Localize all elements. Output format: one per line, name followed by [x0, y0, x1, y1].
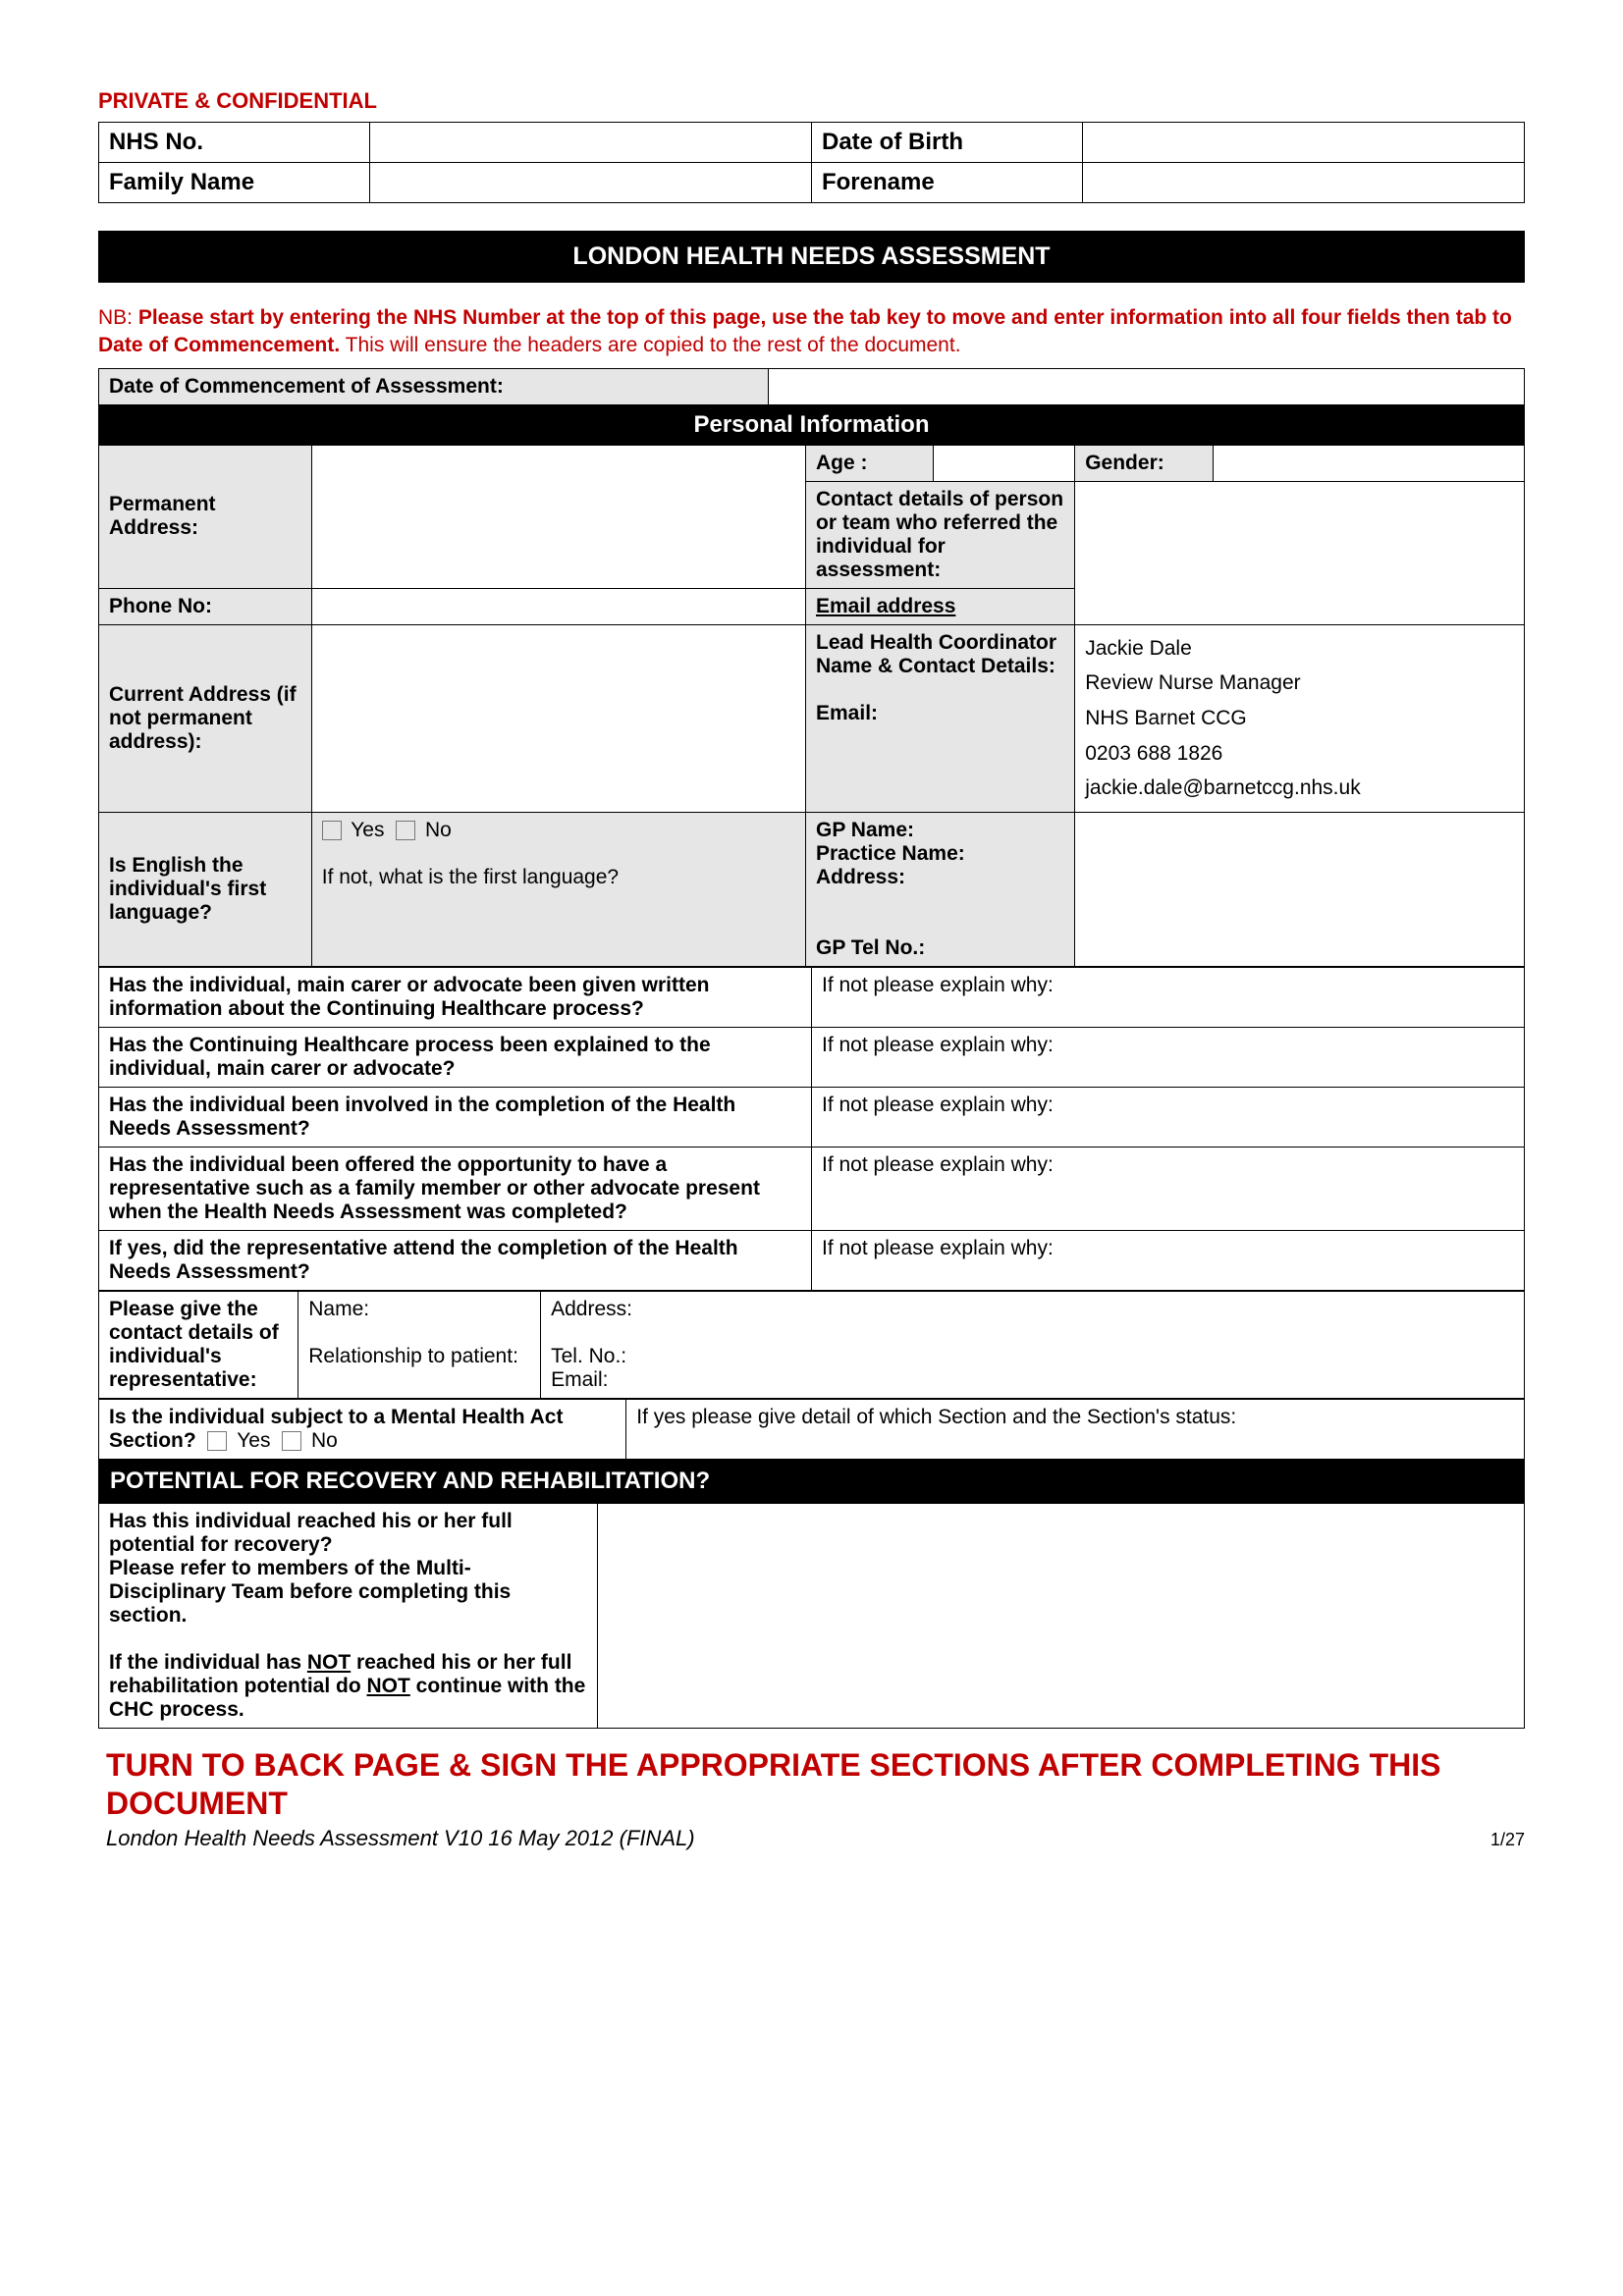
commencement-value[interactable] — [769, 368, 1525, 404]
nb-prefix: NB: — [98, 306, 138, 329]
gp-details-label: GP Name: Practice Name: Address: GP Tel … — [806, 813, 1075, 967]
lead-health-label: Lead Health Coordinator Name & Contact D… — [806, 624, 1075, 812]
commencement-table: Date of Commencement of Assessment: — [98, 368, 1525, 405]
commencement-label: Date of Commencement of Assessment: — [99, 368, 769, 404]
page-number: 1/27 — [1490, 1830, 1525, 1850]
family-name-value[interactable] — [369, 163, 811, 203]
recovery-header: POTENTIAL FOR RECOVERY AND REHABILITATIO… — [98, 1460, 1525, 1503]
q2-explain[interactable]: If not please explain why: — [812, 1028, 1525, 1088]
q3-label: Has the individual been involved in the … — [99, 1088, 812, 1148]
permanent-address-value[interactable] — [311, 445, 805, 588]
rep-intro: Please give the contact details of indiv… — [99, 1292, 298, 1399]
personal-info-table: Permanent Address: Age : Gender: Contact… — [98, 445, 1525, 967]
forename-label: Forename — [811, 163, 1082, 203]
phone-label: Phone No: — [99, 588, 312, 624]
referrer-label: Contact details of person or team who re… — [806, 481, 1075, 588]
current-address-value[interactable] — [311, 624, 805, 812]
mha-yes-checkbox[interactable] — [207, 1431, 227, 1451]
mha-no-checkbox[interactable] — [282, 1431, 301, 1451]
q4-label: Has the individual been offered the oppo… — [99, 1148, 812, 1231]
rep-contact-col[interactable]: Address: Tel. No.: Email: — [541, 1292, 1525, 1399]
ifnot-lang-label: If not, what is the first language? — [322, 866, 619, 888]
current-address-label: Current Address (if not permanent addres… — [99, 624, 312, 812]
nb-rest: This will ensure the headers are copied … — [340, 334, 960, 356]
patient-header-table: NHS No. Date of Birth Family Name Forena… — [98, 122, 1525, 203]
recovery-text: Has this individual reached his or her f… — [99, 1504, 598, 1729]
age-value[interactable] — [934, 445, 1075, 481]
mha-label: Is the individual subject to a Mental He… — [99, 1400, 626, 1460]
mha-explain[interactable]: If yes please give detail of which Secti… — [626, 1400, 1525, 1460]
no-checkbox[interactable] — [396, 821, 415, 840]
page-title: LONDON HEALTH NEEDS ASSESSMENT — [98, 231, 1525, 283]
family-name-label: Family Name — [99, 163, 370, 203]
questions-table: Has the individual, main carer or advoca… — [98, 967, 1525, 1291]
forename-value[interactable] — [1082, 163, 1524, 203]
q4-explain[interactable]: If not please explain why: — [812, 1148, 1525, 1231]
nb-instructions: NB: Please start by entering the NHS Num… — [98, 304, 1525, 360]
q1-label: Has the individual, main carer or advoca… — [99, 968, 812, 1028]
gender-label: Gender: — [1075, 445, 1213, 481]
footer-instruction: TURN TO BACK PAGE & SIGN THE APPROPRIATE… — [98, 1746, 1525, 1822]
personal-info-header: Personal Information — [98, 405, 1525, 445]
nhs-no-label: NHS No. — [99, 123, 370, 163]
footer-meta: London Health Needs Assessment V10 16 Ma… — [98, 1826, 703, 1851]
nhs-no-value[interactable] — [369, 123, 811, 163]
q1-explain[interactable]: If not please explain why: — [812, 968, 1525, 1028]
permanent-address-label: Permanent Address: — [99, 445, 312, 588]
q3-explain[interactable]: If not please explain why: — [812, 1088, 1525, 1148]
gender-value[interactable] — [1213, 445, 1524, 481]
rep-table: Please give the contact details of indiv… — [98, 1291, 1525, 1399]
lead-health-value: Jackie Dale Review Nurse Manager NHS Bar… — [1075, 624, 1525, 812]
mha-table: Is the individual subject to a Mental He… — [98, 1399, 1525, 1460]
age-label: Age : — [806, 445, 934, 481]
recovery-value[interactable] — [598, 1504, 1525, 1729]
referrer-value[interactable] — [1075, 481, 1525, 624]
recovery-table: Has this individual reached his or her f… — [98, 1503, 1525, 1729]
english-label: Is English the individual's first langua… — [99, 813, 312, 967]
english-response: Yes No If not, what is the first languag… — [311, 813, 805, 967]
gp-details-value[interactable] — [1075, 813, 1525, 967]
email-label: Email address — [816, 595, 955, 617]
phone-value[interactable] — [311, 588, 805, 624]
confidential-label: PRIVATE & CONFIDENTIAL — [98, 88, 1525, 114]
rep-name-col[interactable]: Name: Relationship to patient: — [298, 1292, 541, 1399]
dob-value[interactable] — [1082, 123, 1524, 163]
dob-label: Date of Birth — [811, 123, 1082, 163]
q5-explain[interactable]: If not please explain why: — [812, 1231, 1525, 1291]
yes-checkbox[interactable] — [322, 821, 342, 840]
q2-label: Has the Continuing Healthcare process be… — [99, 1028, 812, 1088]
q5-label: If yes, did the representative attend th… — [99, 1231, 812, 1291]
